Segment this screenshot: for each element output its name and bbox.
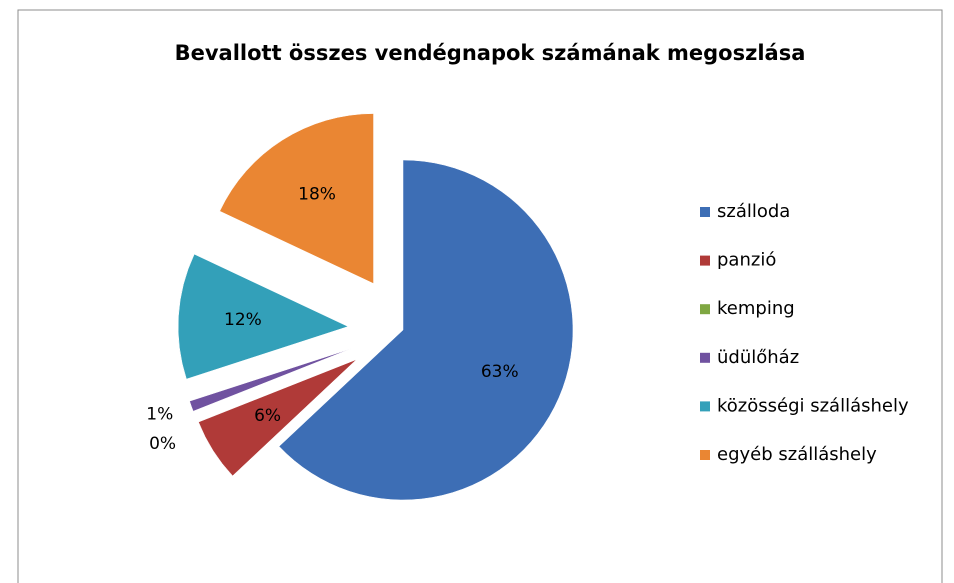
legend-swatch (700, 450, 710, 460)
legend-label: panzió (717, 250, 776, 271)
legend-label: szálloda (717, 201, 790, 222)
legend-label: közösségi szálláshely (717, 395, 909, 416)
legend-swatch (700, 401, 710, 412)
pie-slice (278, 159, 574, 501)
legend-label: egyéb szálláshely (717, 444, 877, 465)
legend-swatch (700, 207, 710, 217)
legend-swatch (700, 304, 710, 315)
pie-slice (189, 348, 352, 412)
data-label: 63% (481, 362, 519, 382)
data-label: 12% (224, 310, 262, 330)
data-label: 18% (298, 185, 336, 205)
chart-title: Bevallott összes vendégnapok számának me… (175, 41, 806, 65)
pie-slice (198, 359, 357, 477)
pie-slice (177, 253, 349, 380)
pie-slice (219, 113, 374, 284)
data-label: 0% (149, 434, 176, 454)
legend-swatch (700, 255, 710, 266)
data-label: 1% (146, 405, 173, 425)
data-label: 6% (254, 406, 281, 426)
legend-label: kemping (717, 298, 795, 319)
legend-label: üdülőház (717, 347, 799, 368)
legend-swatch (700, 352, 710, 363)
